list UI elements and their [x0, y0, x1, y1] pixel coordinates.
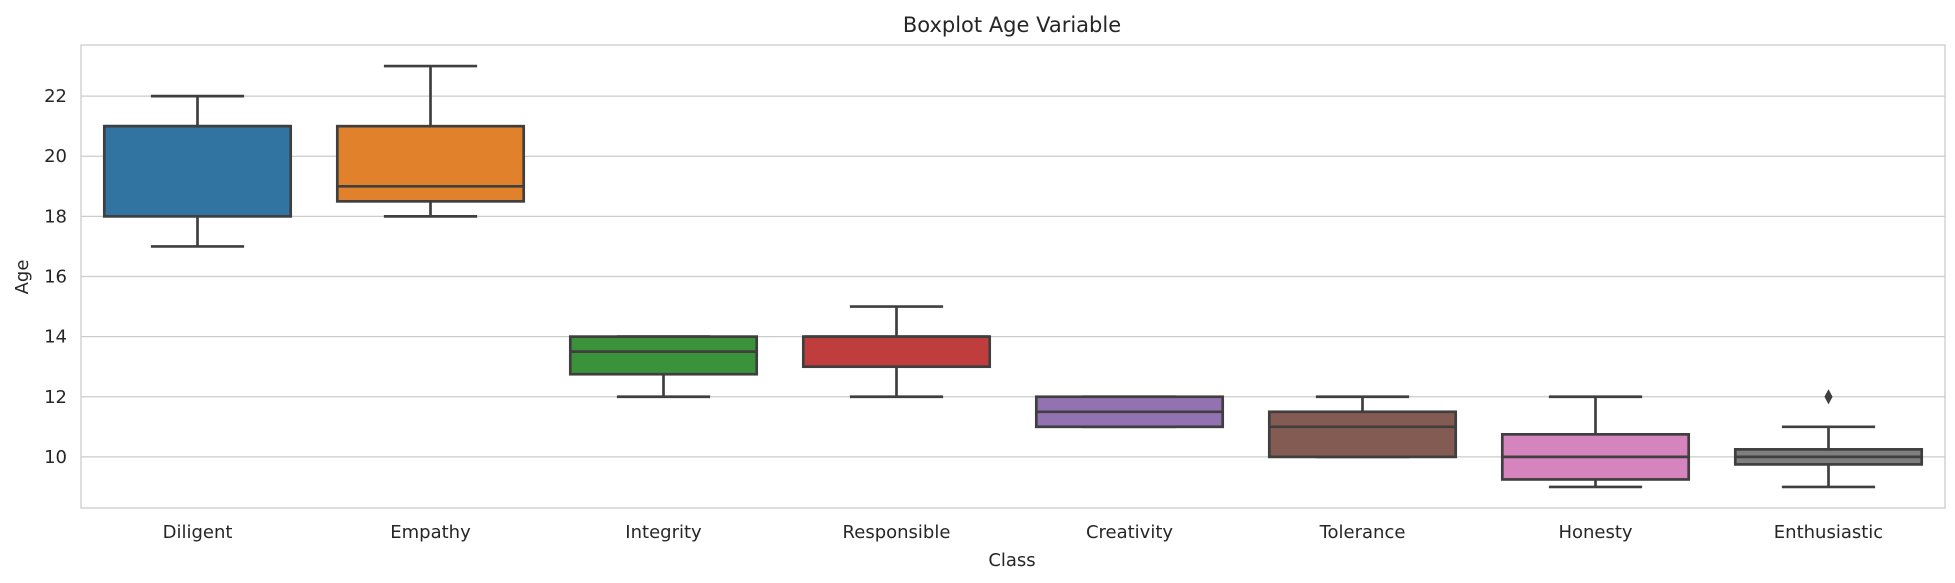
x-tick-label: Enthusiastic	[1774, 522, 1883, 543]
box-creativity	[1034, 395, 1225, 429]
y-tick-label: 10	[44, 447, 67, 468]
box-series	[102, 64, 1924, 489]
y-tick-label: 18	[44, 206, 67, 227]
box-empathy	[335, 64, 526, 218]
box-enthusiastic	[1733, 389, 1924, 489]
y-tick-label: 16	[44, 267, 67, 288]
box-tolerance	[1267, 395, 1458, 459]
y-axis-label: Age	[12, 260, 33, 295]
x-tick-label: Honesty	[1558, 522, 1632, 543]
iqr-box	[801, 335, 992, 369]
y-axis-ticks: 10 12 14 16 18 20 22	[44, 86, 67, 468]
chart-title: Boxplot Age Variable	[903, 13, 1121, 37]
iqr-box	[1267, 410, 1458, 459]
y-tick-label: 22	[44, 86, 67, 107]
x-tick-label: Creativity	[1086, 522, 1173, 543]
x-axis-ticks: Diligent Empathy Integrity Responsible Creat…	[163, 522, 1884, 543]
x-tick-label: Diligent	[163, 522, 233, 543]
y-tick-label: 14	[44, 327, 67, 348]
x-tick-label: Empathy	[390, 522, 471, 543]
box-diligent	[102, 94, 293, 248]
x-tick-label: Tolerance	[1319, 522, 1406, 543]
outlier-point	[1824, 389, 1833, 405]
y-tick-label: 20	[44, 146, 67, 167]
box-integrity	[568, 335, 759, 399]
plot-frame	[80, 44, 1946, 509]
x-tick-label: Responsible	[843, 522, 951, 543]
x-tick-label: Integrity	[625, 522, 702, 543]
box-responsible	[801, 305, 992, 399]
y-tick-label: 12	[44, 387, 67, 408]
box-honesty	[1500, 395, 1691, 489]
iqr-box	[568, 335, 759, 376]
x-axis-label: Class	[988, 550, 1035, 571]
iqr-box	[335, 124, 526, 203]
iqr-box	[102, 124, 293, 218]
